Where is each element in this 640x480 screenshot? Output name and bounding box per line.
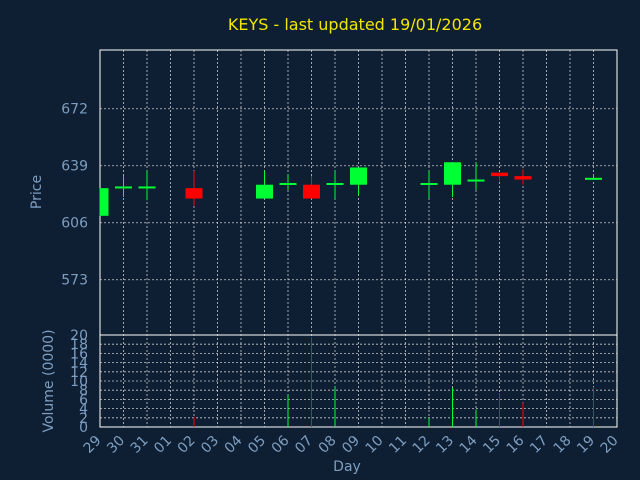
volume-tick-label: 20: [70, 328, 88, 344]
volume-tick-label: 6: [79, 392, 88, 408]
candle-body: [279, 183, 297, 185]
volume-tick-label: 10: [70, 374, 88, 390]
day-tick-label: 02: [175, 433, 199, 457]
volume-bars: [193, 337, 594, 427]
candle-body: [100, 188, 109, 216]
day-tick-label: 29: [81, 433, 105, 457]
price-tick-label: 606: [61, 216, 88, 232]
day-tick-label: 15: [480, 433, 504, 457]
grid-lines: [100, 50, 617, 427]
volume-tick-label: 4: [79, 402, 88, 418]
day-tick-label: 16: [504, 433, 528, 457]
chart-title: KEYS - last updated 19/01/2026: [228, 15, 482, 34]
day-tick-label: 10: [363, 433, 387, 457]
candle-body: [514, 176, 532, 180]
day-tick-label: 03: [198, 433, 222, 457]
volume-tick-label: 18: [70, 337, 88, 353]
price-tick-label: 573: [61, 273, 88, 289]
candle-body: [256, 184, 273, 199]
candle-body: [138, 186, 156, 189]
price-tick-label: 639: [61, 159, 88, 175]
volume-tick-label: 2: [79, 411, 88, 427]
day-tick-label: 04: [222, 433, 246, 457]
day-tick-label: 05: [245, 433, 269, 457]
day-tick-label: 12: [410, 433, 434, 457]
day-tick-label: 31: [128, 433, 152, 457]
candle-body: [185, 188, 203, 199]
day-tick-label: 14: [457, 433, 481, 457]
volume-tick-label: 8: [79, 383, 88, 399]
volume-tick-label: 0: [79, 420, 88, 436]
candles: [99, 162, 602, 216]
price-tick-label: 672: [61, 102, 88, 118]
day-tick-label: 18: [551, 433, 575, 457]
volume-tick-label: 12: [70, 365, 88, 381]
candle-body: [326, 183, 344, 185]
day-tick-label: 06: [269, 433, 293, 457]
day-axis-label: Day: [333, 459, 361, 475]
day-tick-label: 11: [386, 433, 410, 457]
candle-body: [491, 172, 508, 177]
day-tick-label: 17: [527, 433, 551, 457]
volume-axis-label: Volume (0000): [41, 329, 57, 432]
day-tick-label: 01: [151, 433, 175, 457]
candle-body: [444, 162, 461, 185]
day-tick-label: 08: [316, 433, 340, 457]
day-tick-label: 20: [598, 433, 622, 457]
price-tick-labels: 573 606 639 672: [61, 102, 88, 289]
day-tick-label: 09: [339, 433, 363, 457]
candle-body: [467, 179, 485, 182]
day-tick-label: 13: [433, 433, 457, 457]
candle-body: [350, 167, 367, 185]
day-tick-label: 07: [292, 433, 316, 457]
volume-tick-label: 16: [70, 346, 88, 362]
candle-body: [303, 184, 320, 199]
day-tick-labels: 29 30 31 01 02 03 04 05 06 07 08 09 10 11 12 13 14 15 16 17…: [81, 433, 622, 457]
candle-body: [585, 177, 602, 180]
day-tick-label: 19: [574, 433, 598, 457]
price-axis-label: Price: [29, 175, 45, 209]
candle-body: [420, 183, 438, 185]
candle-body: [115, 186, 132, 189]
day-tick-label: 30: [104, 433, 128, 457]
volume-tick-label: 14: [70, 356, 88, 372]
